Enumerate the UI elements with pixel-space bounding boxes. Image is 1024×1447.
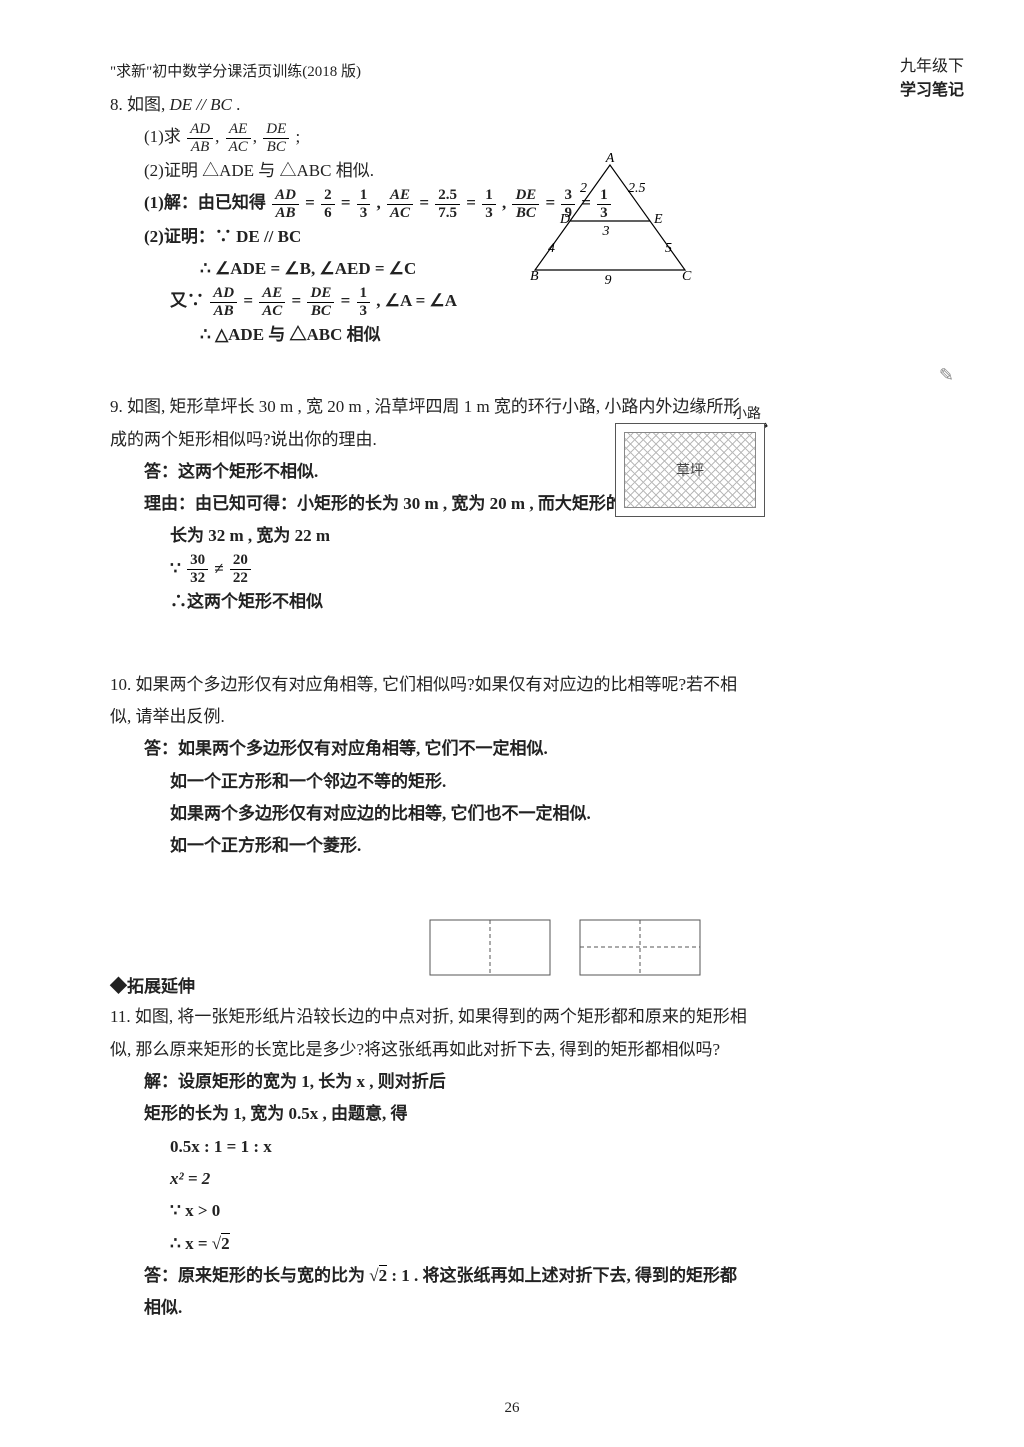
p9-a4: ∵ 3032 ≠ 2022 [110, 553, 750, 587]
label-5: 5 [665, 241, 672, 256]
p9-a2: 理由：由已知可得：小矩形的长为 30 m , 宽为 20 m , 而大矩形的 [110, 488, 624, 520]
p10-stem: 10. 如果两个多边形仅有对应角相等, 它们相似吗?如果仅有对应边的比相等呢?若… [110, 669, 750, 734]
p11-a2: 矩形的长为 1, 宽为 0.5x , 由题意, 得 [110, 1098, 454, 1130]
p11-ans: 答：原来矩形的长与宽的比为 √2 : 1 . 将这张纸再如上述对折下去, 得到的… [110, 1260, 750, 1325]
p11-a4: x² = 2 [110, 1163, 750, 1195]
label-B: B [530, 269, 539, 284]
p9-a5: ∴这两个矩形不相似 [110, 586, 750, 618]
p9-a3: 长为 32 m , 宽为 22 m [110, 520, 750, 552]
fold-diagram [420, 910, 720, 990]
p11-a1: 解：设原矩形的宽为 1, 长为 x , 则对折后 [110, 1066, 454, 1098]
label-9: 9 [605, 273, 612, 288]
label-A: A [605, 151, 615, 166]
worksheet-page: 九年级下 学习笔记 ✎ "求新"初中数学分课活页训练(2018 版) 8. 如图… [0, 0, 1024, 1447]
lawn-grass-label: 草坪 [676, 460, 704, 480]
lawn-inner-rect: 草坪 [624, 432, 756, 508]
problem-11: 11. 如图, 将一张矩形纸片沿较长边的中点对折, 如果得到的两个矩形都和原来的… [110, 1001, 750, 1324]
margin-note: 九年级下 学习笔记 [900, 55, 964, 103]
triangle-diagram: A B C D E 2 2.5 3 4 5 9 [520, 150, 700, 290]
p11-a3: 0.5x : 1 = 1 : x [110, 1131, 750, 1163]
grade-label: 九年级下 [900, 55, 964, 79]
label-3: 3 [602, 224, 610, 239]
lawn-outer-rect: 草坪 [615, 423, 765, 517]
p10-a3: 如果两个多边形仅有对应边的比相等, 它们也不一定相似. [110, 798, 750, 830]
p10-a2: 如一个正方形和一个邻边不等的矩形. [110, 766, 750, 798]
label-2: 2 [580, 181, 587, 196]
problem-10: 10. 如果两个多边形仅有对应角相等, 它们相似吗?如果仅有对应边的比相等呢?若… [110, 669, 750, 863]
label-4: 4 [548, 241, 555, 256]
p8-a2-l3: 又∵ ADAB = AEAC = DEBC = 13 , ∠A = ∠A [110, 285, 750, 319]
p10-a1: 答：如果两个多边形仅有对应角相等, 它们不一定相似. [110, 733, 750, 765]
book-title: "求新"初中数学分课活页训练(2018 版) [110, 60, 964, 81]
p8-stem: 8. 如图, DE // BC . [110, 89, 750, 121]
lawn-diagram: 小路 ↘ 草坪 [615, 405, 765, 525]
notes-label: 学习笔记 [900, 79, 964, 103]
p11-a5: ∵ x > 0 [110, 1195, 750, 1227]
p11-a6: ∴ x = √2 [110, 1228, 750, 1260]
p10-a4: 如一个正方形和一个菱形. [110, 830, 750, 862]
page-number: 26 [0, 1400, 1024, 1417]
label-2.5: 2.5 [628, 181, 646, 196]
scribble-icon: ✎ [939, 365, 954, 386]
p8-a2-l4: ∴ △ADE 与 △ABC 相似 [110, 319, 750, 351]
label-E: E [653, 212, 663, 227]
label-D: D [559, 212, 570, 227]
label-C: C [682, 269, 692, 284]
p11-stem: 11. 如图, 将一张矩形纸片沿较长边的中点对折, 如果得到的两个矩形都和原来的… [110, 1001, 750, 1066]
